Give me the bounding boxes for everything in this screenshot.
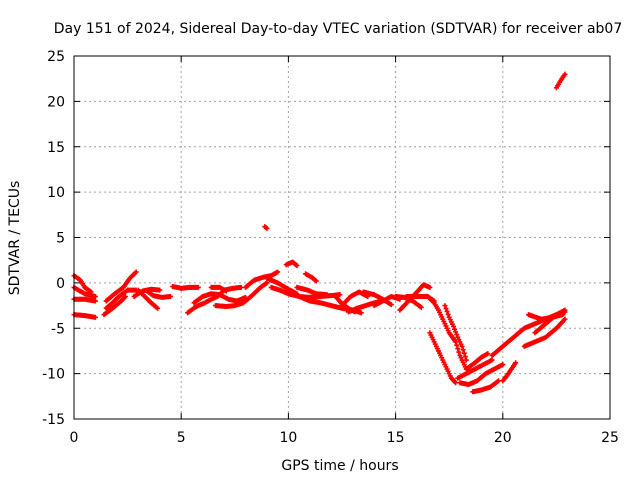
data-point — [264, 280, 270, 286]
data-point — [388, 302, 394, 308]
data-point — [427, 284, 433, 290]
data-point — [324, 292, 330, 298]
data-point — [485, 351, 491, 357]
x-tick-label: 20 — [494, 430, 512, 446]
data-point — [454, 342, 460, 348]
data-point — [489, 357, 495, 363]
data-point — [453, 339, 459, 345]
data-point — [460, 347, 466, 353]
data-point — [500, 362, 506, 368]
data-point — [294, 263, 300, 269]
data-point — [445, 311, 451, 317]
axis-ticks: 0 5 10 15 20 25 -15 -10 -5 0 5 10 15 20 25 — [42, 49, 619, 446]
y-axis-label: SDTVAR / TECUs — [7, 181, 23, 296]
y-tick-label: 15 — [47, 140, 65, 156]
data-point — [456, 349, 462, 355]
data-point — [92, 314, 98, 320]
y-tick-label: 10 — [47, 185, 65, 201]
data-point — [313, 278, 319, 284]
plot-frame — [73, 55, 611, 420]
data-point — [238, 284, 244, 290]
y-tick-label: -5 — [51, 321, 65, 337]
data-point — [122, 293, 128, 299]
data-point — [463, 357, 469, 363]
data-point — [133, 269, 139, 275]
chart-title: Day 151 of 2024, Sidereal Day-to-day VTE… — [54, 21, 623, 37]
y-tick-label: 20 — [47, 94, 65, 110]
data-point — [195, 284, 201, 290]
y-tick-label: -15 — [42, 412, 65, 428]
x-axis-label: GPS time / hours — [281, 458, 398, 474]
data-point — [562, 71, 568, 77]
data-point — [418, 304, 424, 310]
grid-lines — [74, 56, 610, 419]
data-point — [442, 303, 448, 309]
x-tick-label: 15 — [387, 430, 405, 446]
data-point — [562, 316, 568, 322]
data-point — [453, 329, 459, 335]
data-point — [459, 343, 465, 349]
data-point — [453, 380, 459, 386]
x-tick-label: 10 — [279, 430, 297, 446]
data-point — [155, 305, 161, 311]
data-point — [358, 310, 364, 316]
data-point — [450, 323, 456, 329]
data-point — [223, 288, 229, 294]
data-point — [92, 293, 98, 299]
data-point — [92, 298, 98, 304]
data-point — [454, 332, 460, 338]
data-point — [462, 354, 468, 360]
data-point — [455, 346, 461, 352]
data-point — [264, 225, 270, 231]
data-point — [443, 306, 449, 312]
y-tick-label: -10 — [42, 367, 65, 383]
y-tick-label: 0 — [56, 276, 65, 292]
x-tick-label: 5 — [177, 430, 186, 446]
y-tick-label: 5 — [56, 231, 65, 247]
data-points — [71, 71, 568, 395]
data-point — [452, 326, 458, 332]
data-point — [513, 360, 519, 366]
x-tick-label: 0 — [70, 430, 79, 446]
data-point — [562, 307, 568, 313]
data-point — [157, 287, 163, 293]
data-point — [461, 350, 467, 356]
data-point — [337, 292, 343, 298]
data-point — [444, 308, 450, 314]
y-tick-label: 25 — [47, 49, 65, 65]
data-point — [496, 378, 502, 384]
data-point — [167, 293, 173, 299]
x-tick-label: 25 — [601, 430, 619, 446]
data-point — [275, 269, 281, 275]
